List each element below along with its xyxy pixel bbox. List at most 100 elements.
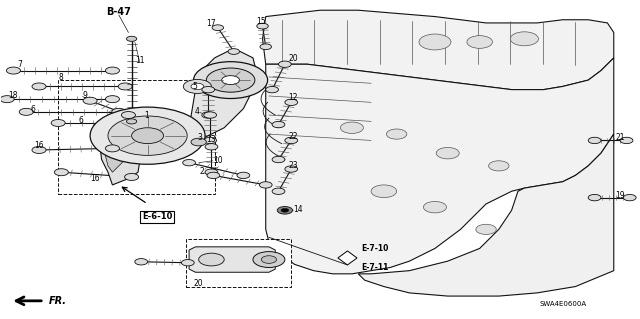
Text: 5: 5 [193,82,197,91]
Circle shape [272,122,285,128]
Circle shape [198,253,224,266]
Circle shape [266,86,278,93]
Circle shape [476,224,496,234]
Circle shape [285,137,298,144]
Circle shape [340,122,364,133]
Text: 12: 12 [288,93,298,102]
Circle shape [205,144,218,150]
Circle shape [118,83,132,90]
Circle shape [122,120,136,126]
Circle shape [260,44,271,50]
FancyBboxPatch shape [186,239,291,286]
Circle shape [488,161,509,171]
Text: 20: 20 [288,54,298,63]
Text: 23: 23 [288,161,298,170]
Circle shape [135,259,148,265]
Circle shape [202,112,214,118]
Circle shape [387,129,407,139]
Text: FR.: FR. [49,296,67,306]
Text: E-6-10: E-6-10 [142,212,172,221]
Text: 19: 19 [616,190,625,200]
Circle shape [90,107,205,164]
Text: E-7-11: E-7-11 [362,263,389,272]
Text: 6: 6 [79,116,84,125]
Text: 14: 14 [293,205,303,214]
Circle shape [204,112,216,118]
Circle shape [191,83,204,90]
Circle shape [467,36,492,48]
Text: 21: 21 [616,133,625,142]
Circle shape [181,260,194,266]
Circle shape [261,256,276,263]
Text: B-47: B-47 [106,7,131,17]
Polygon shape [266,58,614,274]
Circle shape [183,79,211,93]
Text: 4: 4 [195,107,200,116]
Circle shape [257,23,268,29]
Circle shape [623,195,636,201]
Circle shape [436,147,460,159]
Circle shape [193,62,268,99]
Circle shape [0,96,14,103]
Circle shape [127,36,137,41]
Circle shape [228,49,239,54]
Text: 2: 2 [199,167,204,176]
Text: 6: 6 [30,105,35,114]
Text: 11: 11 [135,56,145,65]
Circle shape [127,119,137,124]
Polygon shape [100,122,141,185]
Circle shape [253,252,285,268]
Circle shape [125,174,139,181]
Circle shape [272,156,285,163]
Circle shape [221,76,239,85]
Text: 9: 9 [83,92,87,100]
Text: 17: 17 [207,19,216,28]
Text: 8: 8 [59,73,64,82]
Circle shape [237,172,250,179]
Text: 20: 20 [194,279,204,288]
Circle shape [206,68,255,92]
Circle shape [278,61,291,67]
Circle shape [122,112,136,119]
Polygon shape [358,134,614,296]
Circle shape [108,116,187,155]
Circle shape [510,32,538,46]
Circle shape [272,188,285,195]
Circle shape [83,97,97,104]
Text: 10: 10 [212,156,222,165]
Circle shape [281,208,289,212]
Text: 22: 22 [288,132,298,141]
Circle shape [106,145,120,152]
Circle shape [112,108,126,115]
Circle shape [32,146,46,153]
Text: 3: 3 [197,133,202,142]
Circle shape [132,128,164,144]
Polygon shape [262,10,614,90]
Circle shape [32,83,46,90]
Text: E-7-10: E-7-10 [362,244,389,253]
Text: 16: 16 [35,141,44,150]
Circle shape [419,34,451,50]
Text: 1: 1 [144,111,148,120]
Circle shape [106,67,120,74]
Polygon shape [179,51,256,147]
Text: 7: 7 [17,60,22,69]
Circle shape [191,138,206,146]
Circle shape [277,206,292,214]
Circle shape [588,137,601,144]
Circle shape [212,25,223,31]
Circle shape [54,169,68,176]
Circle shape [424,201,447,213]
Circle shape [207,172,220,179]
FancyBboxPatch shape [58,80,214,195]
Polygon shape [189,247,275,272]
Polygon shape [105,128,129,172]
Circle shape [202,86,214,93]
Circle shape [51,120,65,126]
Circle shape [106,96,120,103]
Circle shape [182,160,195,166]
Circle shape [588,195,601,201]
Circle shape [259,182,272,188]
Circle shape [204,137,216,144]
Text: SWA4E0600A: SWA4E0600A [539,301,586,307]
